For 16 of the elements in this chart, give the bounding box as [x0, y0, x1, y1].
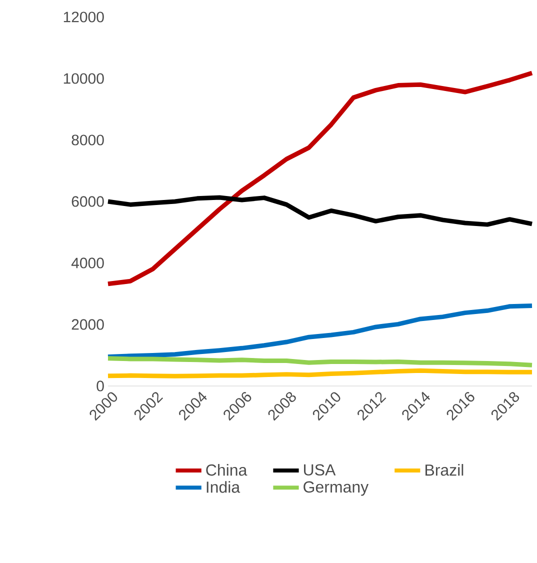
legend-label: USA: [304, 464, 336, 476]
y-tick-label: 8000: [72, 134, 104, 146]
y-tick-label: 6000: [72, 196, 104, 207]
y-tick-label: 2000: [72, 319, 104, 330]
legend-label: India: [206, 481, 240, 493]
y-tick-label: 10000: [64, 73, 104, 84]
line-series: [106, 356, 534, 368]
line-series: [106, 303, 534, 360]
line-series: [106, 195, 534, 227]
y-tick-label: 4000: [71, 258, 104, 268]
legend-label: Brazil: [426, 464, 464, 476]
legend-label: China: [206, 464, 248, 476]
y-tick-label: 0: [96, 380, 104, 392]
legend-label: Germany: [304, 481, 369, 496]
line-series: [106, 70, 534, 286]
y-tick-label: 12000: [64, 12, 104, 22]
